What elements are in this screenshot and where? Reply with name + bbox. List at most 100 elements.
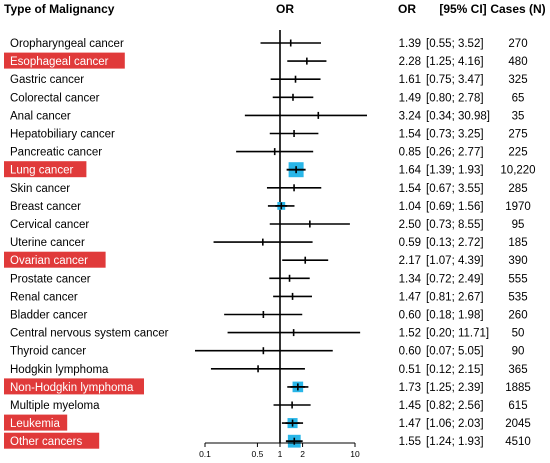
forest-row: Lung cancer 1.64 [1.39; 1.93] 10,220 <box>4 161 536 178</box>
ci-value: [0.55; 3.52] <box>426 38 484 50</box>
row-label-highlight <box>4 251 106 268</box>
row-label: Non-Hodgkin lymphoma <box>10 382 134 394</box>
forest-row: Renal cancer 1.47 [0.81; 2.67] 535 <box>10 291 528 303</box>
or-value: 1.61 <box>399 74 421 86</box>
header-cases: Cases (N) <box>490 2 545 16</box>
row-label-highlight <box>4 432 100 449</box>
cases-value: 270 <box>508 38 527 50</box>
row-label-highlight <box>4 161 87 178</box>
cases-value: 275 <box>508 129 527 141</box>
row-label: Anal cancer <box>10 110 71 122</box>
row-label-highlight <box>4 52 125 69</box>
row-label: Leukemia <box>10 418 60 430</box>
row-label: Colorectal cancer <box>10 92 100 104</box>
cases-value: 10,220 <box>500 165 535 177</box>
or-value: 1.73 <box>399 382 421 394</box>
forest-row: Central nervous system cancer 1.52 [0.20; … <box>10 328 524 340</box>
ci-value: [0.82; 2.56] <box>426 400 484 412</box>
or-value: 0.59 <box>399 237 421 249</box>
forest-row: Oropharyngeal cancer 1.39 [0.55; 3.52] 270 <box>10 38 528 50</box>
row-label: Ovarian cancer <box>10 255 88 267</box>
forest-row: Skin cancer 1.54 [0.67; 3.55] 285 <box>10 183 528 195</box>
forest-row: Breast cancer 1.04 [0.69; 1.56] 1970 <box>10 201 531 213</box>
ci-value: [1.24; 1.93] <box>426 436 484 448</box>
ci-value: [0.13; 2.72] <box>426 237 484 249</box>
or-value: 1.34 <box>399 273 422 285</box>
or-value: 0.51 <box>399 364 421 376</box>
row-label: Bladder cancer <box>10 310 88 322</box>
forest-row: Hepatobiliary cancer 1.54 [0.73; 3.25] 275 <box>10 129 528 141</box>
row-label: Esophageal cancer <box>10 56 109 68</box>
x-tick-label: 2 <box>300 449 305 459</box>
forest-row: Ovarian cancer 2.17 [1.07; 4.39] 390 <box>4 251 528 268</box>
forest-row: Uterine cancer 0.59 [0.13; 2.72] 185 <box>10 237 528 249</box>
row-label: Breast cancer <box>10 201 81 213</box>
x-tick-label: 0.1 <box>199 449 211 459</box>
cases-value: 260 <box>508 310 527 322</box>
header-ci: [95% CI] <box>439 2 486 16</box>
cases-value: 535 <box>508 291 527 303</box>
ci-value: [0.67; 3.55] <box>426 183 484 195</box>
forest-row: Leukemia 1.47 [1.06; 2.03] 2045 <box>4 414 531 431</box>
row-label: Central nervous system cancer <box>10 328 169 340</box>
header-or-plot: OR <box>276 2 294 16</box>
cases-value: 2045 <box>505 418 531 430</box>
ci-value: [0.72; 2.49] <box>426 273 484 285</box>
row-label: Pancreatic cancer <box>10 147 102 159</box>
or-value: 2.17 <box>399 255 421 267</box>
cases-value: 95 <box>512 219 525 231</box>
cases-value: 35 <box>512 110 525 122</box>
header-or: OR <box>398 2 416 16</box>
or-value: 0.60 <box>399 346 421 358</box>
row-label: Hepatobiliary cancer <box>10 129 115 141</box>
cases-value: 615 <box>508 400 527 412</box>
or-value: 1.52 <box>399 328 421 340</box>
forest-row: Thyroid cancer 0.60 [0.07; 5.05] 90 <box>10 346 524 358</box>
or-value: 3.24 <box>399 110 422 122</box>
ci-value: [0.12; 2.15] <box>426 364 484 376</box>
ci-value: [1.39; 1.93] <box>426 165 484 177</box>
or-value: 0.60 <box>399 310 421 322</box>
cases-value: 555 <box>508 273 527 285</box>
forest-row: Other cancers 1.55 [1.24; 1.93] 4510 <box>4 432 531 449</box>
ci-value: [0.81; 2.67] <box>426 291 484 303</box>
cases-value: 225 <box>508 147 527 159</box>
or-value: 2.28 <box>399 56 421 68</box>
x-axis: 0.1 0.5 1 2 10 <box>199 442 360 459</box>
or-value: 1.49 <box>399 92 421 104</box>
cases-value: 90 <box>512 346 525 358</box>
forest-row: Gastric cancer 1.61 [0.75; 3.47] 325 <box>10 74 528 86</box>
ci-value: [1.25; 4.16] <box>426 56 484 68</box>
cases-value: 480 <box>508 56 527 68</box>
forest-row: Anal cancer 3.24 [0.34; 30.98] 35 <box>10 110 524 122</box>
cases-value: 365 <box>508 364 527 376</box>
cases-value: 285 <box>508 183 527 195</box>
row-label: Other cancers <box>10 436 82 448</box>
forest-row: Colorectal cancer 1.49 [0.80; 2.78] 65 <box>10 92 524 104</box>
cases-value: 390 <box>508 255 527 267</box>
or-value: 1.55 <box>399 436 421 448</box>
row-label: Renal cancer <box>10 291 78 303</box>
forest-row: Prostate cancer 1.34 [0.72; 2.49] 555 <box>10 273 528 285</box>
or-value: 1.47 <box>399 291 421 303</box>
cases-value: 1970 <box>505 201 531 213</box>
ci-value: [0.34; 30.98] <box>426 110 490 122</box>
ci-value: [0.07; 5.05] <box>426 346 484 358</box>
or-value: 1.54 <box>399 183 422 195</box>
row-label: Cervical cancer <box>10 219 89 231</box>
or-value: 1.47 <box>399 418 421 430</box>
x-tick-label: 1 <box>278 449 283 459</box>
cases-value: 50 <box>512 328 525 340</box>
ci-value: [0.73; 8.55] <box>426 219 484 231</box>
or-value: 1.64 <box>399 165 422 177</box>
x-tick-label: 10 <box>350 449 360 459</box>
ci-value: [1.07; 4.39] <box>426 255 484 267</box>
cases-value: 1885 <box>505 382 531 394</box>
cases-value: 325 <box>508 74 527 86</box>
forest-row: Pancreatic cancer 0.85 [0.26; 2.77] 225 <box>10 147 528 159</box>
row-label: Gastric cancer <box>10 74 84 86</box>
ci-value: [1.25; 2.39] <box>426 382 484 394</box>
or-value: 1.54 <box>399 129 422 141</box>
or-value: 1.45 <box>399 400 421 412</box>
row-label: Lung cancer <box>10 165 73 177</box>
